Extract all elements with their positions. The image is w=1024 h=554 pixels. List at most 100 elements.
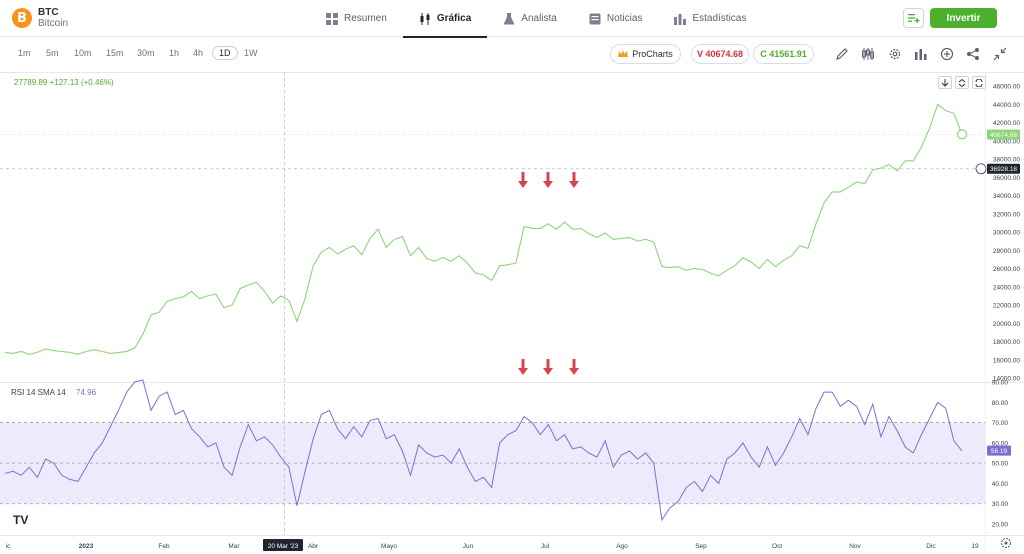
tab-grafica[interactable]: Gráfica xyxy=(402,0,488,38)
reset-button[interactable] xyxy=(972,76,986,89)
timeframe-10m[interactable]: 10m xyxy=(74,48,92,58)
crosshair-price-label: 36928.18 xyxy=(990,166,1017,173)
chart-area[interactable]: 46000.00 44000.00 42000.00 40000.00 38000.00… xyxy=(0,72,1024,554)
time-tick-label: Oct xyxy=(772,543,782,550)
price-tick-label: 44000.00 xyxy=(993,102,1020,109)
tab-label: Resumen xyxy=(344,13,387,24)
flask-icon xyxy=(503,12,515,24)
down-arrow-icon xyxy=(518,172,528,188)
price-line xyxy=(4,103,963,355)
arrow-down-icon xyxy=(941,78,949,87)
share-icon[interactable] xyxy=(966,47,980,61)
crosshair-date-label: 20 Mar '23 xyxy=(268,543,299,550)
time-tick-label: Abr xyxy=(308,543,319,550)
price-tick-label: 42000.00 xyxy=(993,120,1020,127)
procharts-label: ProCharts xyxy=(632,49,673,59)
timeframe-30m[interactable]: 30m xyxy=(137,48,155,58)
time-tick-label: Jun xyxy=(463,543,474,550)
down-arrow-icon xyxy=(518,359,528,375)
timeframe-4h[interactable]: 4h xyxy=(193,48,204,58)
asset-info[interactable]: B BTC Bitcoin xyxy=(12,7,68,29)
time-tick-label: 19 xyxy=(971,543,979,550)
timeframe-15m[interactable]: 15m xyxy=(106,48,124,58)
down-arrow-icon xyxy=(569,359,579,375)
tab-noticias[interactable]: Noticias xyxy=(573,0,659,37)
tab-estadisticas[interactable]: Estadísticas xyxy=(658,0,762,37)
settings-icon[interactable] xyxy=(888,47,902,61)
pencil-icon[interactable] xyxy=(835,47,849,61)
rsi-axis: 90.00 80.00 70.00 60.00 50.00 40.00 30.00 20.00 xyxy=(992,380,1009,529)
time-tick-label: Dic xyxy=(926,543,936,550)
bar-stats-icon xyxy=(674,13,687,25)
time-tick-label: Mayo xyxy=(381,543,397,550)
add-alert-icon[interactable] xyxy=(975,163,987,175)
time-axis: ic 2023 Feb Mar Abr Mayo Jun Jul Ago Sep Oct Nov Dic… xyxy=(6,543,979,550)
down-arrow-icon xyxy=(569,172,579,188)
price-tick-label: 38000.00 xyxy=(993,157,1020,164)
tab-analista[interactable]: Analista xyxy=(487,0,573,37)
axis-settings-icon[interactable] xyxy=(1000,537,1012,549)
price-tick-label: 22000.00 xyxy=(993,303,1020,310)
bitcoin-logo-icon: B xyxy=(12,8,32,28)
chart-toolbar: 1m 5m 10m 15m 30m 1h 4h 1D 1W ProCharts … xyxy=(0,38,1024,72)
timeframe-5m[interactable]: 5m xyxy=(46,48,59,58)
main-nav: Resumen Gráfica Analista Noticias Estadí… xyxy=(310,0,762,38)
rsi-tick-label: 70.00 xyxy=(992,420,1009,427)
timeframe-1w[interactable]: 1W xyxy=(244,48,258,58)
candles-icon xyxy=(420,12,430,25)
rsi-tick-label: 90.00 xyxy=(992,380,1009,387)
price-rsi-chart[interactable]: 46000.00 44000.00 42000.00 40000.00 38000.00… xyxy=(0,72,1024,554)
rsi-tick-label: 60.00 xyxy=(992,440,1009,447)
price-tick-label: 18000.00 xyxy=(993,339,1020,346)
price-legend: 27789.89 +127.13 (+0.46%) xyxy=(14,78,114,87)
rsi-tick-label: 30.00 xyxy=(992,501,1009,508)
dashboard-icon xyxy=(326,12,338,25)
rsi-tick-label: 80.00 xyxy=(992,400,1009,407)
time-tick-label: Sep xyxy=(695,543,707,550)
watchlist-add-button[interactable] xyxy=(903,8,924,28)
crosshair-price-tag: 36928.18 xyxy=(975,163,1020,175)
time-tick-label: Nov xyxy=(849,543,861,550)
scroll-down-button[interactable] xyxy=(938,76,952,89)
rsi-line xyxy=(4,379,963,522)
down-arrow-icon xyxy=(543,359,553,375)
tab-label: Noticias xyxy=(606,13,643,24)
price-tick-label: 14000.00 xyxy=(993,376,1020,383)
tab-label: Gráfica xyxy=(436,13,472,24)
price-axis: 46000.00 44000.00 42000.00 40000.00 38000.00… xyxy=(993,84,1020,383)
price-tick-label: 30000.00 xyxy=(993,230,1020,237)
bars-icon[interactable] xyxy=(914,47,928,61)
price-tick-label: 20000.00 xyxy=(993,321,1020,328)
time-tick-label: ic xyxy=(6,543,11,550)
time-tick-label: Mar xyxy=(228,543,240,550)
price-tick-label: 34000.00 xyxy=(993,193,1020,200)
refresh-icon xyxy=(975,78,983,87)
price-tick-label: 32000.00 xyxy=(993,211,1020,218)
invest-button[interactable]: Invertir xyxy=(930,8,997,28)
tab-resumen[interactable]: Resumen xyxy=(310,0,403,37)
tradingview-watermark: TV xyxy=(13,513,28,527)
rsi-last-label: 56.19 xyxy=(991,448,1008,455)
buy-price-button[interactable]: C 41561.91 xyxy=(753,44,814,64)
add-circle-icon[interactable] xyxy=(940,47,954,61)
time-tick-label: Ago xyxy=(616,543,628,550)
procharts-button[interactable]: ProCharts xyxy=(610,44,681,64)
annotation-arrows-upper xyxy=(518,172,579,188)
last-price-marker xyxy=(956,129,968,140)
timeframe-1d[interactable]: 1D xyxy=(212,46,238,60)
price-tick-label: 36000.00 xyxy=(993,175,1020,182)
down-arrow-icon xyxy=(543,172,553,188)
timeframe-1m[interactable]: 1m xyxy=(18,48,31,58)
timeframe-1h[interactable]: 1h xyxy=(169,48,180,58)
sell-price-button[interactable]: V 40674.68 xyxy=(691,44,749,64)
asset-name: Bitcoin xyxy=(38,18,69,29)
price-tick-label: 46000.00 xyxy=(993,84,1020,91)
price-tick-label: 28000.00 xyxy=(993,248,1020,255)
collapse-icon[interactable] xyxy=(993,47,1007,61)
annotation-arrows-lower xyxy=(518,359,579,375)
indicators-icon[interactable] xyxy=(861,47,875,61)
price-tick-label: 40000.00 xyxy=(993,138,1020,145)
expand-button[interactable] xyxy=(955,76,969,89)
crosshair-date-tag xyxy=(263,539,303,551)
price-tick-label: 24000.00 xyxy=(993,284,1020,291)
